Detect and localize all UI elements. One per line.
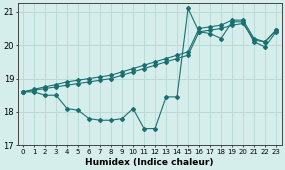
X-axis label: Humidex (Indice chaleur): Humidex (Indice chaleur) [85,158,214,167]
